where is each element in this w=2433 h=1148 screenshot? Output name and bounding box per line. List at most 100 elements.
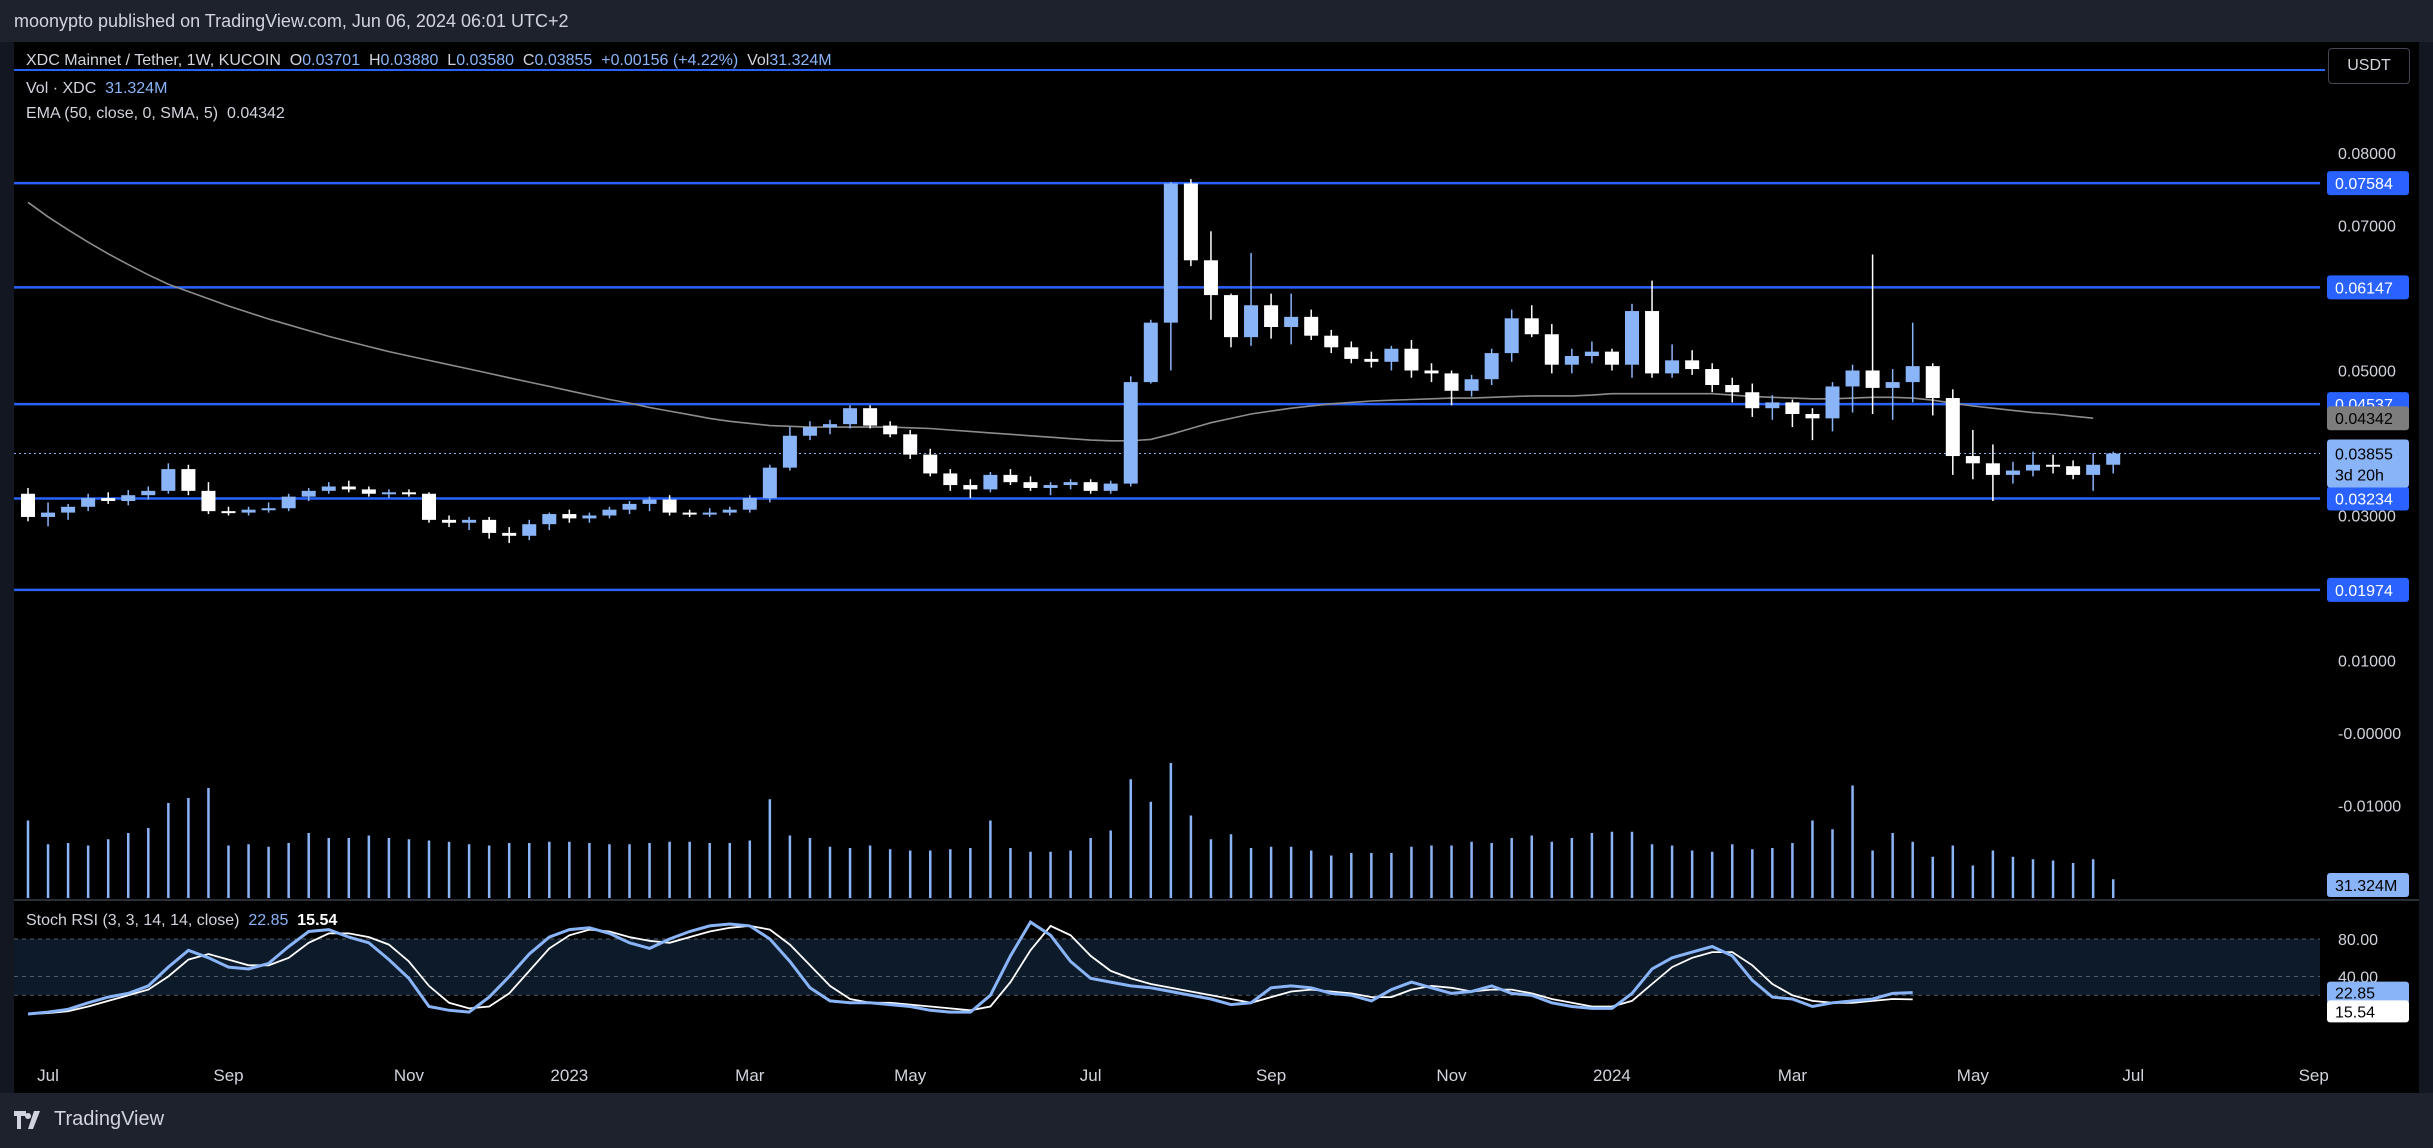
stoch-rsi-d-axis-label: 15.54	[2335, 1004, 2375, 1021]
candle-up	[1063, 482, 1078, 486]
candle-up	[161, 469, 176, 491]
publisher-text: moonypto published on TradingView.com, J…	[14, 11, 569, 31]
close-value: 0.03855	[534, 52, 593, 69]
candle-up	[762, 467, 777, 499]
volume-axis-label-box	[2327, 873, 2409, 897]
candle-up	[241, 509, 256, 513]
level-price-label: 0.03234	[2335, 492, 2393, 509]
chart-frame[interactable]	[14, 42, 2419, 1093]
candle-up	[301, 490, 316, 497]
time-axis-tick: Sep	[213, 1066, 243, 1085]
candle-down	[1925, 366, 1940, 399]
level-price-label-box	[2327, 275, 2409, 300]
candle-down	[341, 486, 356, 490]
symbol-title[interactable]: XDC Mainnet / Tether, 1W, KUCOIN	[26, 52, 281, 69]
candle-down	[1324, 335, 1339, 348]
price-axis-tick: -0.00000	[2338, 726, 2401, 743]
candle-down	[1524, 318, 1539, 335]
high-value: 0.03880	[380, 52, 439, 69]
candle-down	[903, 434, 918, 455]
candle-up	[1905, 366, 1920, 383]
candle-up	[1143, 322, 1158, 383]
tradingview-logo-icon	[14, 1110, 40, 1129]
candle-up	[81, 498, 96, 507]
price-axis-tick: -0.01000	[2338, 799, 2401, 816]
vol-label: Vol	[747, 52, 770, 69]
candle-up	[41, 512, 56, 517]
candle-up	[1625, 311, 1639, 365]
time-axis-tick: Jul	[1080, 1066, 1102, 1085]
candle-up	[2106, 453, 2121, 465]
candle-down	[1745, 392, 1760, 409]
candle-down	[1965, 456, 1980, 464]
candle-up	[642, 499, 657, 504]
candle-down	[682, 512, 697, 515]
price-axis-tick: 0.03000	[2338, 509, 2396, 526]
candle-up	[1665, 360, 1680, 374]
candle-up	[1564, 356, 1579, 365]
candle-down	[482, 519, 497, 533]
candle-down	[1725, 385, 1740, 393]
candle-down	[1865, 370, 1880, 388]
candle-up	[983, 474, 998, 490]
candle-up	[843, 408, 858, 425]
candle-down	[1224, 295, 1238, 338]
tradingview-logo[interactable]: TradingView	[14, 1108, 164, 1131]
candle-up	[1825, 386, 1840, 419]
main-legend: XDC Mainnet / Tether, 1W, KUCOIN O0.0370…	[26, 52, 832, 70]
time-axis-tick: Sep	[1256, 1066, 1286, 1085]
candle-up	[462, 519, 477, 523]
stoch-rsi-k-value: 22.85	[248, 912, 289, 929]
time-axis-tick: Jul	[37, 1066, 59, 1085]
candle-up	[61, 506, 76, 513]
candle-down	[201, 490, 216, 512]
candle-up	[1163, 183, 1178, 323]
candle-down	[21, 493, 35, 517]
price-axis-tick: 0.01000	[2338, 654, 2396, 671]
level-price-label: 0.01974	[2335, 583, 2393, 600]
open-label: O	[289, 52, 303, 69]
candle-down	[562, 514, 577, 519]
candle-up	[321, 486, 336, 491]
volume-series-value: 31.324M	[105, 80, 168, 97]
candle-up	[1765, 402, 1780, 409]
time-axis-tick: Nov	[1436, 1066, 1467, 1085]
candle-up	[602, 509, 617, 516]
candle-up	[542, 514, 557, 525]
candle-up	[261, 508, 276, 511]
candle-up	[823, 424, 837, 428]
candle-down	[1705, 369, 1720, 385]
ema-value: 0.04342	[226, 105, 285, 122]
candle-down	[101, 498, 116, 501]
candle-down	[442, 519, 457, 523]
bottom-bar	[0, 1093, 2433, 1148]
candle-up	[2005, 470, 2020, 475]
stoch-rsi-d-axis-label-box	[2327, 1000, 2409, 1023]
candle-up	[141, 490, 156, 496]
stoch-rsi-d-value: 15.54	[297, 912, 338, 929]
ema-legend[interactable]: EMA (50, close, 0, SMA, 5) 0.04342	[26, 105, 285, 123]
low-label: L	[447, 52, 457, 69]
candle-up	[1504, 318, 1519, 354]
candle-up	[2026, 464, 2040, 471]
candle-down	[1645, 311, 1660, 374]
currency-button[interactable]: USDT	[2328, 48, 2410, 84]
level-price-label-box	[2327, 171, 2409, 196]
candle-up	[702, 512, 717, 515]
change-value: +0.00156 (+4.22%)	[601, 52, 739, 69]
candle-down	[1304, 316, 1319, 336]
price-axis-tick: 0.08000	[2338, 146, 2396, 163]
candle-down	[923, 454, 938, 474]
candle-down	[1945, 398, 1960, 457]
time-axis-tick: 2023	[550, 1066, 588, 1085]
candle-up	[1845, 370, 1860, 387]
candle-up	[782, 435, 797, 468]
level-price-label-box	[2327, 486, 2409, 511]
volume-legend[interactable]: Vol · XDC 31.324M	[26, 80, 167, 98]
vol-value: 31.324M	[769, 52, 832, 69]
stoch-rsi-legend[interactable]: Stoch RSI (3, 3, 14, 14, close) 22.85 15…	[26, 912, 337, 930]
candle-down	[1544, 334, 1559, 365]
candle-down	[1023, 482, 1038, 488]
candle-down	[1985, 463, 2000, 475]
